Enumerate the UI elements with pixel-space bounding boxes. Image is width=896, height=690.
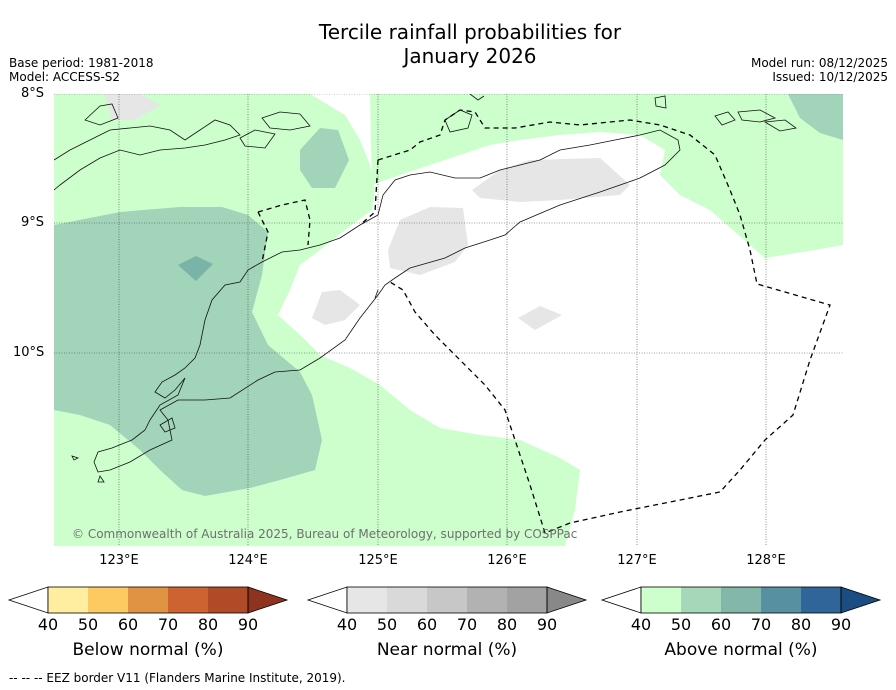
coastlines — [54, 94, 797, 483]
legend-0-high-triangle — [247, 586, 289, 614]
eez-footnote: -- -- -- EEZ border V11 (Flanders Marine… — [9, 671, 346, 685]
above-normal-60-spot — [178, 256, 213, 281]
near-normal-40-patch-east — [472, 158, 630, 202]
legend-0-cell-2 — [128, 587, 168, 613]
legend-1-cell-4 — [507, 587, 547, 613]
legend-2-title: Above normal (%) — [664, 640, 818, 660]
legend-2-cell-0 — [641, 587, 681, 613]
meta-right: Model run: 08/12/2025 Issued: 10/12/2025 — [751, 56, 888, 84]
legend-1-tick-2: 60 — [416, 615, 438, 634]
legend-0-cell-0 — [48, 587, 88, 613]
lon-label-126e: 126°E — [487, 553, 527, 568]
legend-1-cell-2 — [427, 587, 467, 613]
eez-border — [257, 109, 831, 534]
legend-2-high-triangle — [840, 586, 882, 614]
legend-2-cell-4 — [801, 587, 841, 613]
lon-label-127e: 127°E — [617, 553, 657, 568]
legend-1-tick-0: 40 — [336, 615, 358, 634]
copyright-text: © Commonwealth of Australia 2025, Bureau… — [72, 527, 578, 541]
legend-1-tick-3: 70 — [456, 615, 478, 634]
legend-1-cell-0 — [347, 587, 387, 613]
legend-0-tick-0: 40 — [37, 615, 59, 634]
legend-2-tick-3: 70 — [750, 615, 772, 634]
legend-2-cell-1 — [681, 587, 721, 613]
legend-0-tick-2: 60 — [117, 615, 139, 634]
legend-2-tick-1: 50 — [670, 615, 692, 634]
above-normal-50-region-northeast — [788, 94, 843, 140]
legend-1-outline — [346, 586, 548, 614]
legend-1-tick-4: 80 — [496, 615, 518, 634]
legend-1-cell-3 — [467, 587, 507, 613]
legend-1-low-triangle — [306, 586, 348, 614]
chart-title: Tercile rainfall probabilities for Janua… — [0, 20, 896, 68]
legend-0-tick-3: 70 — [157, 615, 179, 634]
near-normal-40-patch-centre — [388, 207, 468, 275]
near-normal-40-patch-south — [312, 290, 360, 325]
lon-label-124e: 124°E — [228, 553, 268, 568]
legend-0-cell-3 — [168, 587, 208, 613]
legend-0-tick-5: 90 — [237, 615, 259, 634]
above-normal-40-region-northeast — [370, 94, 843, 258]
legend-0-cell-4 — [208, 587, 248, 613]
model-text: Model: ACCESS-S2 — [9, 70, 121, 84]
legend-0-outline — [47, 586, 249, 614]
legend-bars — [7, 586, 882, 614]
lon-label-128e: 128°E — [746, 553, 786, 568]
lon-label-125e: 125°E — [358, 553, 398, 568]
legend-1-tick-1: 50 — [376, 615, 398, 634]
issued-text: Issued: 10/12/2025 — [772, 70, 888, 84]
legend-0-title: Below normal (%) — [72, 640, 224, 660]
legend-2-outline — [640, 586, 842, 614]
legend-0-cell-1 — [88, 587, 128, 613]
legend-0-tick-1: 50 — [77, 615, 99, 634]
legend-0-low-triangle — [7, 586, 49, 614]
base-period-text: Base period: 1981-2018 — [9, 56, 154, 70]
north-islands-coastline — [54, 119, 241, 191]
lon-label-123e: 123°E — [99, 553, 139, 568]
legend-1-tick-5: 90 — [536, 615, 558, 634]
legend-1-cell-1 — [387, 587, 427, 613]
legend-0-tick-4: 80 — [197, 615, 219, 634]
title-line-1: Tercile rainfall probabilities for — [318, 20, 622, 44]
legend-2-tick-2: 60 — [710, 615, 732, 634]
lat-label-9s: 9°S — [21, 215, 45, 230]
meta-left: Base period: 1981-2018 Model: ACCESS-S2 — [9, 56, 154, 84]
title-line-2: January 2026 — [403, 44, 537, 68]
legend-2-tick-5: 90 — [830, 615, 852, 634]
legend-1-high-triangle — [546, 586, 588, 614]
lat-label-10s: 10°S — [13, 345, 45, 360]
legend-2-cell-3 — [761, 587, 801, 613]
legend-2-low-triangle — [600, 586, 642, 614]
model-run-text: Model run: 08/12/2025 — [750, 56, 888, 70]
above-normal-50-region-north — [300, 128, 349, 188]
legend-1-title: Near normal (%) — [376, 640, 518, 660]
near-normal-40-patch-southeast — [518, 306, 562, 330]
legend-2-tick-0: 40 — [630, 615, 652, 634]
near-normal-40-patch-north — [105, 94, 160, 120]
above-normal-50-region-west — [54, 207, 322, 496]
legend-2-tick-4: 80 — [790, 615, 812, 634]
lat-label-8s: 8°S — [21, 86, 45, 101]
timor-coastline — [93, 129, 681, 473]
legend-2-cell-2 — [721, 587, 761, 613]
